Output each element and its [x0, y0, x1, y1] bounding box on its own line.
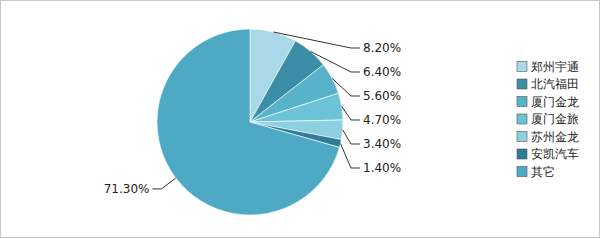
legend-swatch [517, 149, 527, 159]
leader-line [340, 143, 360, 168]
legend-swatch [517, 97, 527, 107]
pie-slice [250, 93, 343, 122]
legend-label: 厦门金旅 [531, 112, 579, 126]
legend-swatch [517, 132, 527, 142]
data-label: 5.60% [363, 89, 401, 103]
legend-swatch [517, 62, 527, 72]
chart: 8.20% 6.40% 5.60% 4.70% 3.40% 1.40% 71.30% 郑州宇通… [0, 0, 600, 238]
legend-label: 北汽福田 [531, 77, 579, 91]
leader-line [152, 178, 175, 189]
chart-frame [1, 1, 600, 238]
leader-line [343, 130, 360, 144]
leader-line [332, 78, 360, 96]
legend-label: 苏州金龙 [531, 130, 579, 144]
data-label: 6.40% [363, 65, 401, 79]
pie-slice [157, 29, 339, 215]
legend-label: 厦门金龙 [531, 95, 579, 109]
legend-label: 其它 [531, 165, 555, 179]
legend-swatch [517, 114, 527, 124]
legend: 郑州宇通北汽福田厦门金龙厦门金旅苏州金龙安凯汽车其它 [517, 60, 579, 179]
legend-swatch [517, 167, 527, 177]
data-label: 3.40% [363, 137, 401, 151]
legend-swatch [517, 79, 527, 89]
data-label: 4.70% [363, 113, 401, 127]
data-label: 8.20% [363, 41, 401, 55]
leader-line [342, 106, 360, 120]
legend-label: 安凯汽车 [531, 147, 579, 161]
data-label: 71.30% [104, 182, 150, 196]
data-labels: 8.20% 6.40% 5.60% 4.70% 3.40% 1.40% 71.30% [104, 32, 401, 196]
legend-label: 郑州宇通 [531, 60, 579, 74]
leader-line [273, 32, 360, 48]
data-label: 1.40% [363, 161, 401, 175]
leader-line [311, 51, 360, 72]
pie [157, 29, 343, 215]
